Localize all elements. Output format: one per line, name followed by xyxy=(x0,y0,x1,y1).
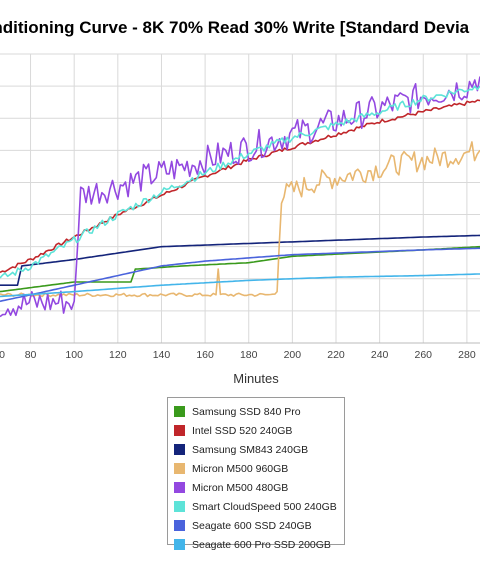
series-line-6 xyxy=(0,247,480,303)
x-tick-label: 200 xyxy=(284,349,302,361)
legend-label: Intel SSD 520 240GB xyxy=(192,424,293,437)
x-tick-label: 220 xyxy=(327,349,345,361)
chart-title: onditioning Curve - 8K 70% Read 30% Writ… xyxy=(0,18,470,37)
x-tick-label: 120 xyxy=(109,349,127,361)
x-tick-label: 280 xyxy=(458,349,476,361)
legend-swatch xyxy=(174,501,185,512)
x-axis-label: Minutes xyxy=(233,371,279,386)
legend-item: Micron M500 480GB xyxy=(174,478,338,497)
x-tick-label: 240 xyxy=(371,349,389,361)
legend-label: Micron M500 960GB xyxy=(192,462,289,475)
series-line-2 xyxy=(0,234,480,287)
chart-legend: Samsung SSD 840 Pro Intel SSD 520 240GB Sa… xyxy=(167,397,345,551)
legend-label: Seagate 600 SSD 240GB xyxy=(192,519,312,532)
x-tick-label: 80 xyxy=(25,349,37,361)
series-line-3 xyxy=(0,141,480,298)
x-tick-label: 160 xyxy=(196,349,214,361)
legend-label: Seagate 600 Pro SSD 200GB xyxy=(192,538,331,551)
legend-swatch xyxy=(174,406,185,417)
x-tick-label: 260 xyxy=(415,349,433,361)
series-line-7 xyxy=(0,273,480,298)
x-tick-label: 100 xyxy=(65,349,83,361)
series-layer xyxy=(0,76,480,318)
legend-item: Micron M500 960GB xyxy=(174,459,338,478)
grid xyxy=(0,53,480,344)
legend-item: Smart CloudSpeed 500 240GB xyxy=(174,497,338,516)
legend-item: Samsung SM843 240GB xyxy=(174,440,338,459)
legend-swatch xyxy=(174,482,185,493)
x-axis-ticks: 0406080100120140160180200220240260280 xyxy=(0,349,476,361)
legend-swatch xyxy=(174,463,185,474)
x-tick-label: 140 xyxy=(153,349,171,361)
legend-item: Seagate 600 SSD 240GB xyxy=(174,516,338,535)
legend-swatch xyxy=(174,444,185,455)
series-line-5 xyxy=(0,85,480,279)
chart-plot: 0406080100120140160180200220240260280 Mi… xyxy=(0,53,480,386)
legend-label: Micron M500 480GB xyxy=(192,481,289,494)
series-line-1 xyxy=(0,99,480,274)
x-tick-label: 180 xyxy=(240,349,258,361)
legend-label: Smart CloudSpeed 500 240GB xyxy=(192,500,337,513)
legend-item: Seagate 600 Pro SSD 200GB xyxy=(174,535,338,554)
legend-swatch xyxy=(174,539,185,550)
series-line-4 xyxy=(0,76,480,318)
legend-item: Intel SSD 520 240GB xyxy=(174,421,338,440)
series-line-0 xyxy=(0,245,480,293)
legend-label: Samsung SM843 240GB xyxy=(192,443,309,456)
x-tick-label: 0 xyxy=(0,349,5,361)
legend-swatch xyxy=(174,425,185,436)
legend-item: Samsung SSD 840 Pro xyxy=(174,402,338,421)
legend-label: Samsung SSD 840 Pro xyxy=(192,405,301,418)
legend-swatch xyxy=(174,520,185,531)
